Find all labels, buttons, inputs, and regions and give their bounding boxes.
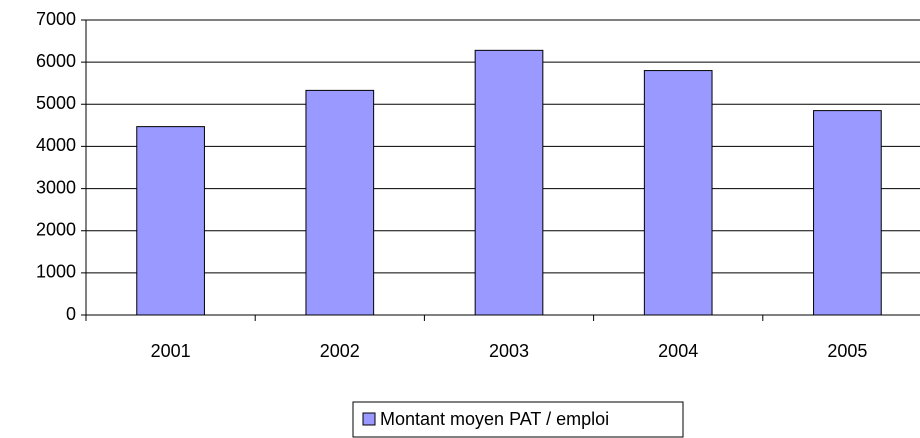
y-tick-label: 3000 (36, 177, 76, 197)
x-tick-label: 2002 (320, 341, 360, 361)
legend-box (352, 401, 684, 438)
x-tick-label: 2001 (151, 341, 191, 361)
bar (474, 49, 544, 316)
bar (136, 126, 205, 316)
bar (813, 110, 882, 316)
bar (305, 89, 375, 316)
y-tick-label: 6000 (36, 51, 76, 71)
x-tick-label: 2004 (658, 341, 698, 361)
x-tick-label: 2005 (827, 341, 867, 361)
y-tick-label: 7000 (36, 9, 76, 29)
y-tick-label: 4000 (36, 135, 76, 155)
legend-label: Montant moyen PAT / emploi (380, 409, 609, 429)
y-tick-label: 2000 (36, 219, 76, 239)
x-tick-label: 2003 (489, 341, 529, 361)
y-tick-label: 0 (66, 304, 76, 324)
y-tick-label: 1000 (36, 262, 76, 282)
legend-swatch (362, 412, 376, 426)
y-tick-label: 5000 (36, 93, 76, 113)
bar (643, 70, 713, 316)
